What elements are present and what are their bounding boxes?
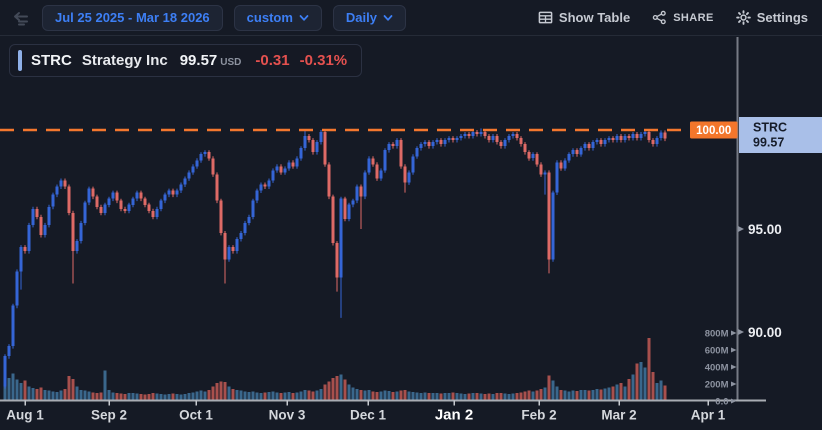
settings-label: Settings: [756, 10, 808, 25]
svg-text:100.00: 100.00: [696, 125, 731, 137]
gear-icon: [735, 10, 751, 25]
range-mode-label: custom: [246, 10, 293, 25]
svg-text:Dec 1: Dec 1: [350, 408, 387, 423]
show-table-button[interactable]: Show Table: [538, 10, 630, 25]
symbol-company: Strategy Inc: [81, 52, 168, 69]
interval-label: Daily: [345, 10, 377, 25]
date-range-label: Jul 25 2025 - Mar 18 2026: [55, 10, 210, 25]
share-label: SHARE: [673, 11, 714, 24]
interval-dropdown[interactable]: Daily: [332, 4, 406, 31]
last-price: 99.57: [179, 52, 218, 69]
chevron-down-icon: [299, 14, 309, 21]
table-icon: [538, 11, 553, 24]
symbol-legend[interactable]: STRC Strategy Inc 99.57 USD -0.31 -0.31%: [9, 44, 363, 77]
share-icon: [652, 10, 666, 25]
collapse-panel-icon: [14, 11, 28, 25]
top-toolbar: Jul 25 2025 - Mar 18 2026 custom Daily S…: [0, 0, 822, 36]
symbol-ticker: STRC: [31, 52, 72, 69]
collapse-panel-button[interactable]: [8, 5, 34, 31]
svg-text:Apr 1: Apr 1: [691, 408, 726, 423]
settings-button[interactable]: Settings: [735, 10, 808, 25]
svg-text:Mar 2: Mar 2: [601, 408, 636, 423]
date-range-button[interactable]: Jul 25 2025 - Mar 18 2026: [42, 4, 223, 31]
chevron-down-icon: [383, 14, 393, 21]
svg-text:0.0: 0.0: [715, 397, 728, 408]
price-change: -0.31: [255, 52, 290, 69]
share-button[interactable]: SHARE: [652, 10, 714, 25]
svg-text:Jan 2: Jan 2: [435, 407, 473, 424]
svg-text:400M: 400M: [705, 363, 729, 374]
svg-text:800M: 800M: [705, 329, 729, 340]
price-change-pct: -0.31%: [299, 52, 348, 69]
svg-text:Aug 1: Aug 1: [6, 408, 44, 423]
svg-text:90.00: 90.00: [748, 325, 782, 340]
svg-text:95.00: 95.00: [748, 222, 782, 237]
svg-text:STRC: STRC: [753, 121, 787, 135]
svg-text:Sep 2: Sep 2: [91, 408, 127, 423]
svg-text:600M: 600M: [705, 346, 729, 357]
svg-text:Oct 1: Oct 1: [179, 408, 213, 423]
svg-text:Feb 2: Feb 2: [521, 408, 556, 423]
svg-text:200M: 200M: [705, 380, 729, 391]
svg-text:Nov 3: Nov 3: [269, 408, 306, 423]
range-mode-dropdown[interactable]: custom: [233, 4, 322, 31]
svg-text:99.57: 99.57: [753, 136, 784, 150]
show-table-label: Show Table: [558, 10, 631, 25]
series-color-bar: [18, 50, 22, 71]
currency-label: USD: [220, 56, 242, 68]
